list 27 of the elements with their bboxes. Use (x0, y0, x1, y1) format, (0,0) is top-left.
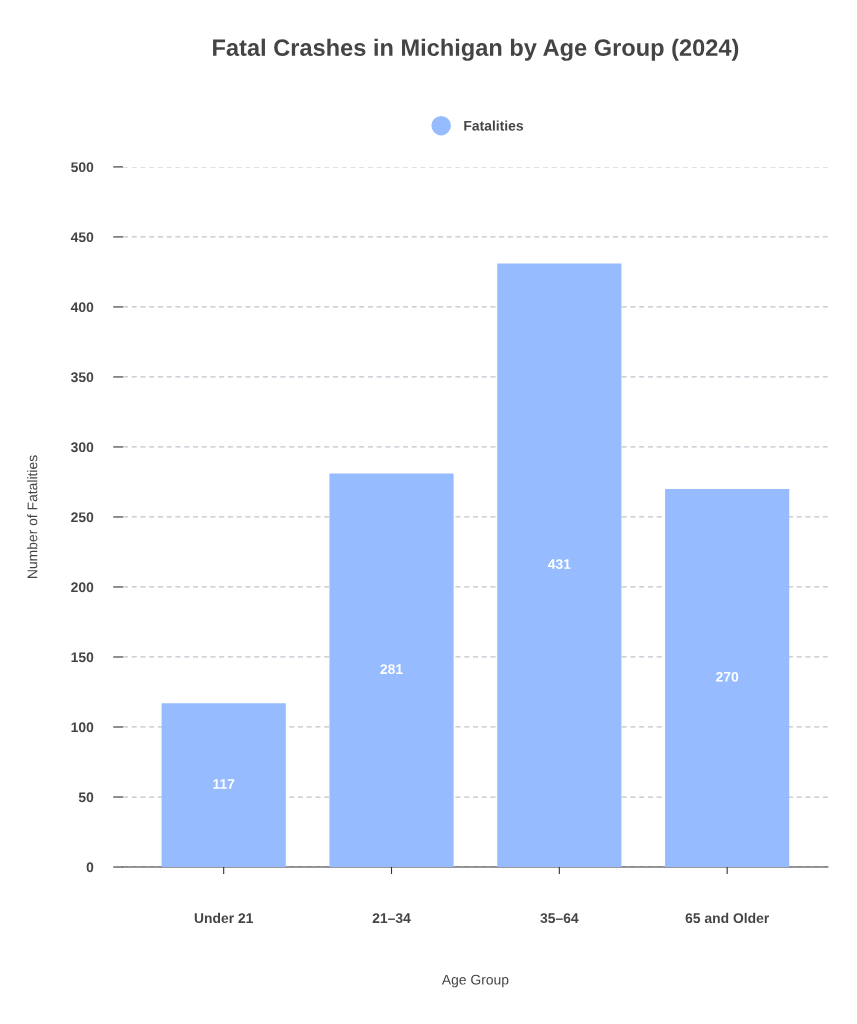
chart-title: Fatal Crashes in Michigan by Age Group (2024) (213, 38, 739, 61)
x-axis-title: Age Group (441, 974, 509, 988)
data-label: 270 (716, 671, 739, 682)
legend-label: Fatalities (464, 120, 524, 131)
bar (161, 703, 286, 868)
y-tick-label: 400 (70, 302, 94, 313)
y-tick-label: 150 (71, 652, 94, 663)
x-tick-label: 65 and Older (685, 912, 770, 924)
y-tick-label: 450 (70, 232, 94, 243)
y-tick-label: 100 (71, 722, 94, 733)
y-tick-label: 300 (70, 442, 94, 453)
y-tick-label: 0 (86, 862, 94, 873)
bar (665, 488, 790, 868)
y-tick-label: 250 (71, 512, 94, 523)
bar (497, 263, 622, 868)
y-tick-label: 200 (71, 582, 94, 593)
bar (329, 473, 454, 868)
y-tick-label: 500 (71, 162, 94, 173)
y-axis-title: Number of Fatalities (27, 455, 38, 578)
data-label: 281 (380, 664, 403, 675)
x-tick-label: Under 21 (194, 912, 254, 924)
y-tick-label: 50 (78, 792, 94, 803)
x-tick-label: 21–34 (372, 913, 411, 924)
data-label: 117 (213, 779, 235, 789)
y-tick-label: 350 (70, 372, 94, 383)
data-label: 431 (547, 559, 571, 570)
x-tick-label: 35–64 (540, 913, 579, 924)
